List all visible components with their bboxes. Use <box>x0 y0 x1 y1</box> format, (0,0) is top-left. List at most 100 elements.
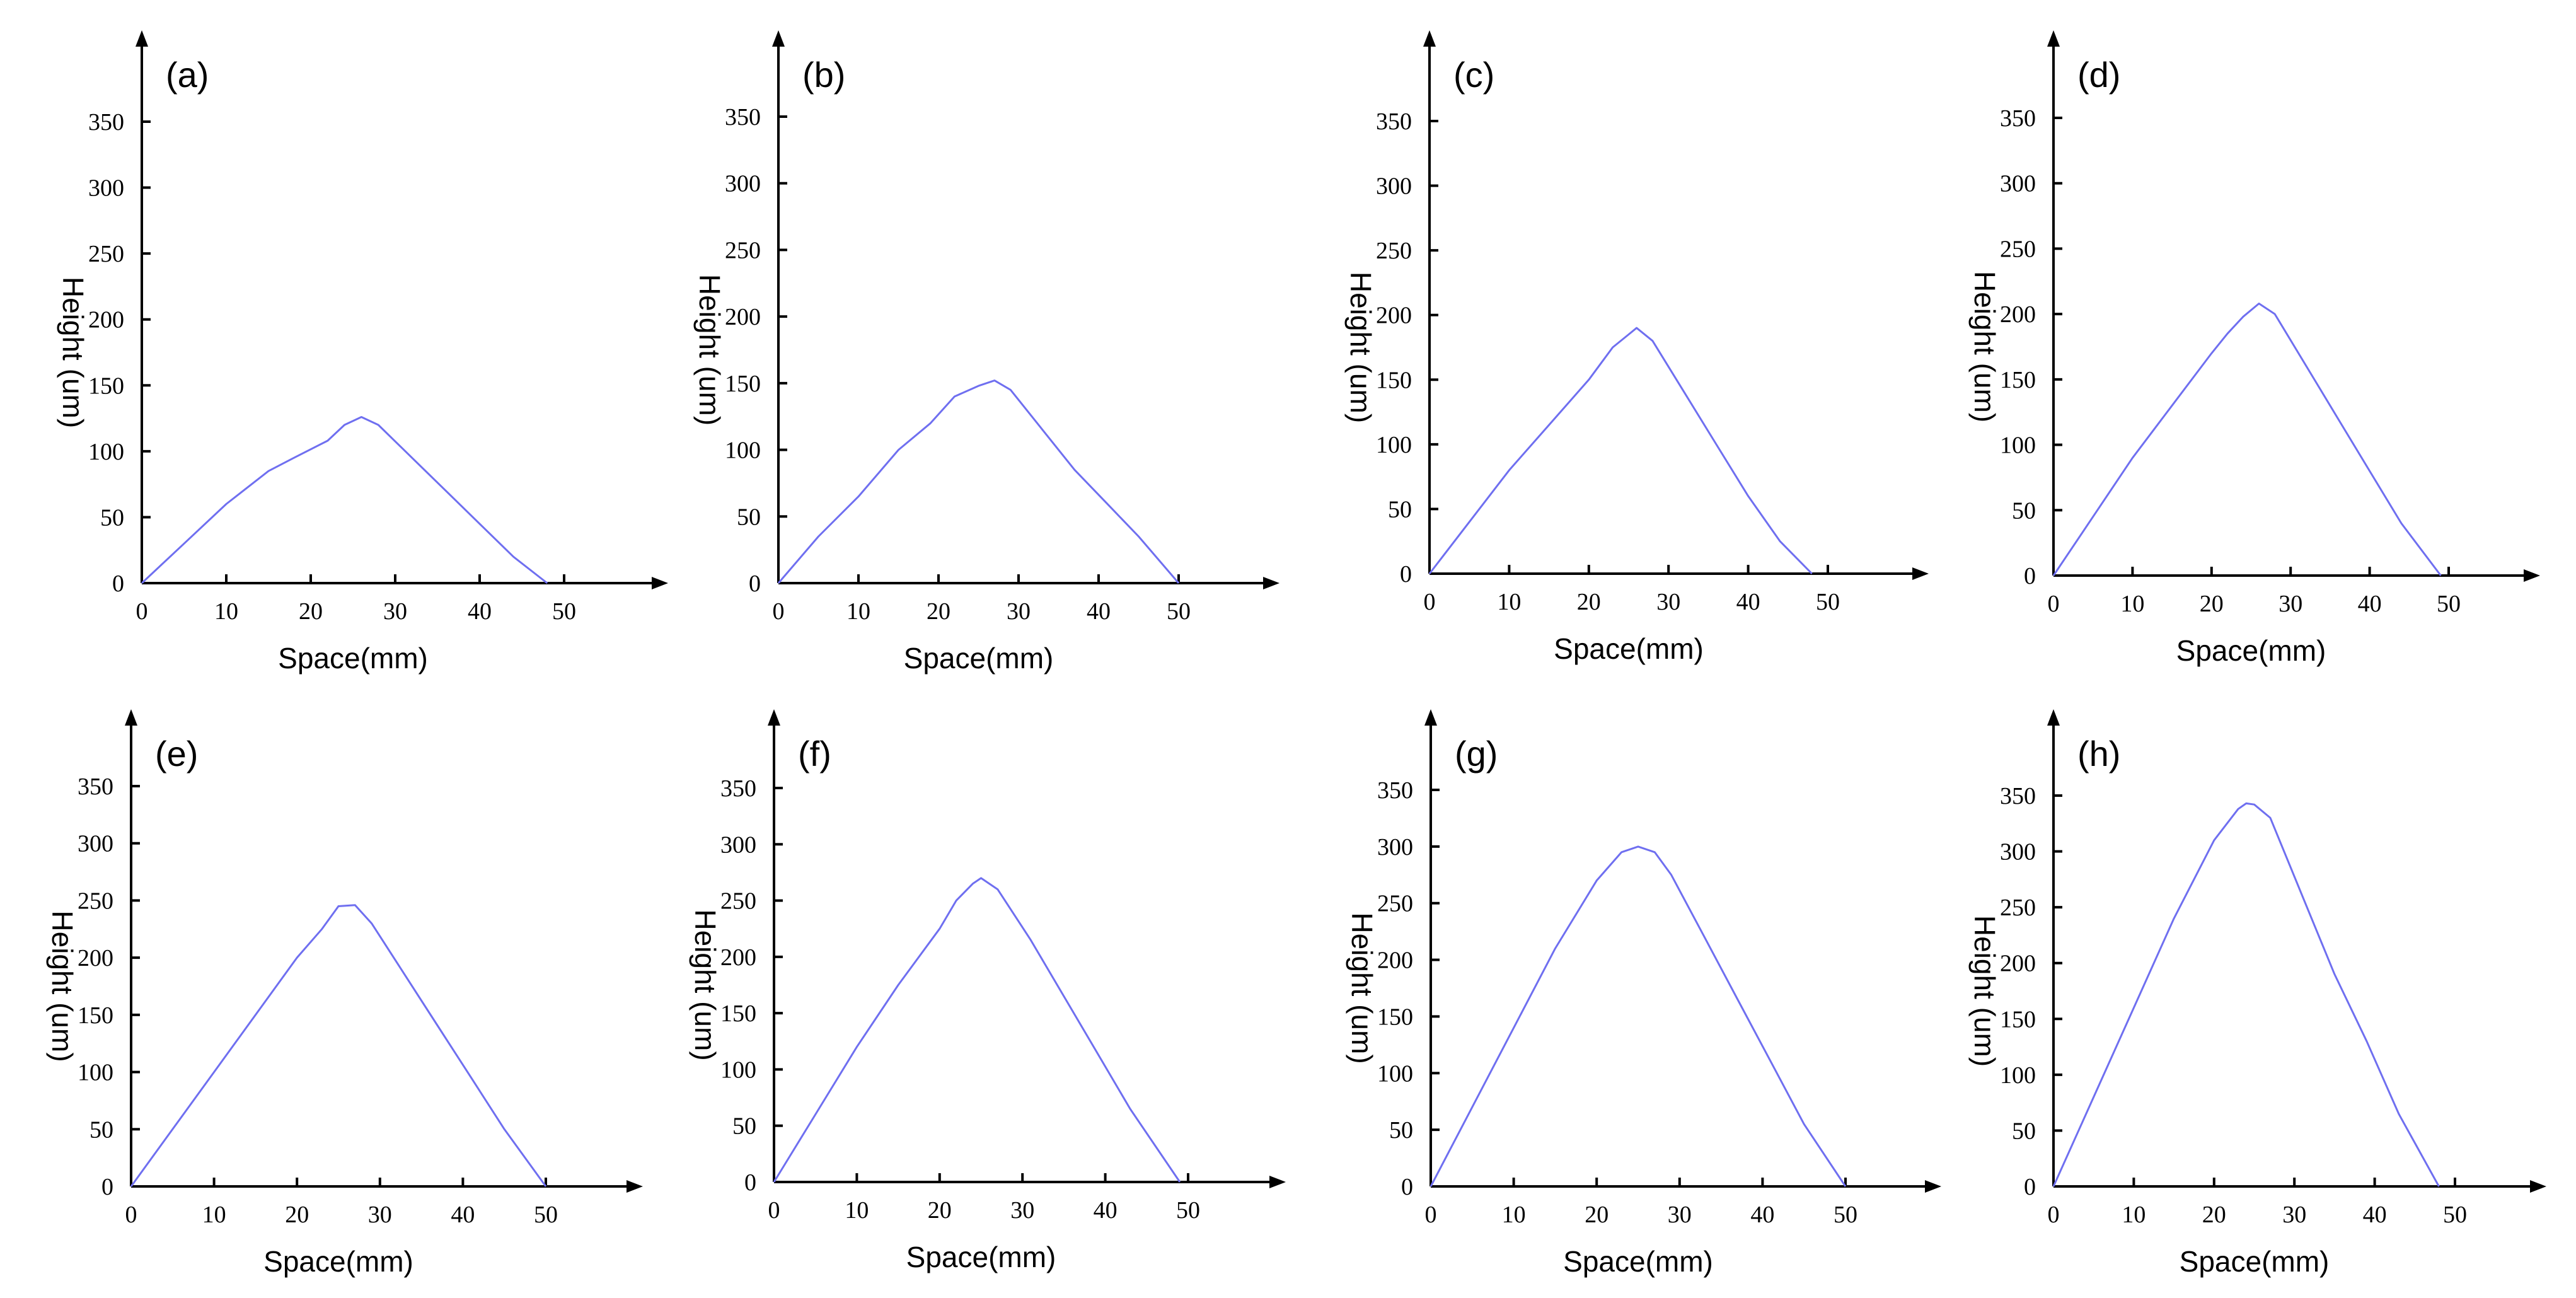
y-axis-title: Height (um) <box>46 910 79 1062</box>
x-tick-label: 30 <box>1007 598 1031 625</box>
x-tick-label: 50 <box>1816 589 1840 615</box>
y-tick-label: 350 <box>1376 108 1412 135</box>
y-tick-label: 350 <box>1377 777 1413 804</box>
y-tick-label: 0 <box>1401 1174 1413 1200</box>
y-tick-label: 200 <box>725 304 761 330</box>
panel-h: 0 10 20 30 40 50 0 50 100 150 200 250 300 350 Space(mm… <box>1968 709 2546 1278</box>
profile-series-line <box>2052 802 2440 1187</box>
profile-series-line <box>777 380 1180 584</box>
y-tick-label: 50 <box>90 1116 113 1143</box>
x-axis-title: Space(mm) <box>904 642 1054 675</box>
y-tick-label: 200 <box>1377 947 1413 974</box>
y-tick-label: 250 <box>720 888 756 915</box>
y-axis-title: Height (um) <box>1968 271 2001 422</box>
y-tick-label: 350 <box>2000 105 2036 132</box>
panel-label: (b) <box>802 55 845 95</box>
x-tick-label: 30 <box>1656 589 1680 615</box>
y-axis-title: Height (um) <box>1968 915 2001 1067</box>
y-axis-title: Height (um) <box>1346 912 1378 1063</box>
x-axis-title: Space(mm) <box>906 1241 1056 1273</box>
y-tick-label: 150 <box>2000 367 2036 393</box>
x-tick-label: 10 <box>2122 1202 2146 1228</box>
x-tick-label: 50 <box>1167 598 1191 625</box>
x-axis-title: Space(mm) <box>2180 1245 2330 1278</box>
x-tick-label: 30 <box>1010 1197 1034 1224</box>
x-tick-label: 0 <box>773 598 785 625</box>
y-tick-label: 150 <box>1377 1004 1413 1030</box>
y-axis-title: Height (um) <box>1344 272 1377 423</box>
y-tick-label: 300 <box>78 831 113 857</box>
y-tick-label: 350 <box>78 774 113 800</box>
x-tick-label: 40 <box>451 1202 475 1228</box>
y-axis-arrow <box>768 709 780 726</box>
x-tick-label: 40 <box>2358 591 2382 617</box>
profile-series-line <box>1430 845 1847 1187</box>
x-tick-label: 0 <box>125 1202 137 1228</box>
panel-label: (c) <box>1453 55 1494 95</box>
x-axis-title: Space(mm) <box>2176 634 2326 667</box>
x-tick-label: 50 <box>1834 1202 1857 1228</box>
profile-series-line <box>130 904 547 1187</box>
y-axis-arrow <box>125 709 137 726</box>
y-tick-label: 100 <box>725 437 761 464</box>
y-tick-label: 250 <box>2000 236 2036 262</box>
x-tick-label: 10 <box>1502 1202 1526 1228</box>
x-tick-label: 0 <box>136 598 148 625</box>
y-axis-arrow <box>2047 30 2060 47</box>
y-tick-label: 250 <box>78 888 113 914</box>
panel-g: 0 10 20 30 40 50 0 50 100 150 200 250 300 350 Space(mm… <box>1346 709 1941 1278</box>
panel-label: (g) <box>1455 734 1498 774</box>
x-tick-label: 20 <box>299 598 323 625</box>
y-tick-label: 300 <box>2000 839 2036 866</box>
y-tick-label: 300 <box>88 175 124 202</box>
x-axis-arrow <box>1263 577 1279 589</box>
x-tick-label: 0 <box>2048 1202 2060 1228</box>
y-axis-arrow <box>1424 709 1437 726</box>
x-tick-label: 20 <box>928 1197 952 1224</box>
x-tick-label: 30 <box>1668 1202 1692 1228</box>
x-tick-label: 50 <box>552 598 576 625</box>
panel-label: (d) <box>2077 55 2120 95</box>
x-axis-arrow <box>1269 1176 1286 1188</box>
x-tick-label: 30 <box>2279 591 2302 617</box>
x-axis-title: Space(mm) <box>263 1245 413 1278</box>
y-tick-label: 50 <box>2012 497 2036 524</box>
y-tick-label: 150 <box>2000 1006 2036 1033</box>
x-tick-label: 0 <box>1424 589 1436 615</box>
x-tick-label: 50 <box>2437 591 2461 617</box>
y-tick-label: 300 <box>1377 834 1413 861</box>
y-tick-label: 350 <box>88 109 124 136</box>
panel-b: 0 10 20 30 40 50 0 50 100 150 200 250 300 350 Space(mm… <box>693 30 1279 675</box>
x-tick-label: 50 <box>1176 1197 1200 1224</box>
y-tick-label: 50 <box>1389 1117 1413 1144</box>
y-tick-label: 200 <box>2000 301 2036 328</box>
x-tick-label: 10 <box>845 1197 869 1224</box>
y-tick-label: 50 <box>100 504 124 531</box>
y-axis-title: Height (um) <box>693 274 726 426</box>
y-tick-label: 0 <box>749 571 761 597</box>
x-tick-label: 40 <box>1750 1202 1774 1228</box>
y-tick-label: 200 <box>1376 303 1412 329</box>
x-tick-label: 30 <box>368 1202 392 1228</box>
y-tick-label: 0 <box>101 1174 113 1200</box>
x-tick-label: 40 <box>1094 1197 1118 1224</box>
x-axis-title: Space(mm) <box>278 642 428 675</box>
x-tick-label: 20 <box>2200 591 2224 617</box>
profile-series-line <box>773 877 1181 1183</box>
y-tick-label: 100 <box>78 1060 113 1086</box>
panel-e: 0 10 20 30 40 50 0 50 100 150 200 250 300 350 Space(mm… <box>46 709 643 1278</box>
y-tick-label: 300 <box>1376 173 1412 200</box>
x-tick-label: 50 <box>2443 1202 2467 1228</box>
x-axis-arrow <box>627 1180 643 1193</box>
x-tick-label: 20 <box>2202 1202 2226 1228</box>
y-tick-label: 0 <box>744 1169 756 1196</box>
x-tick-label: 40 <box>2363 1202 2387 1228</box>
y-tick-label: 200 <box>2000 951 2036 977</box>
y-tick-label: 50 <box>1388 496 1412 523</box>
x-axis-title: Space(mm) <box>1554 632 1704 665</box>
x-axis-arrow <box>1925 1180 1941 1193</box>
y-tick-label: 0 <box>112 571 124 597</box>
y-tick-label: 100 <box>720 1057 756 1083</box>
y-tick-label: 100 <box>2000 1062 2036 1089</box>
